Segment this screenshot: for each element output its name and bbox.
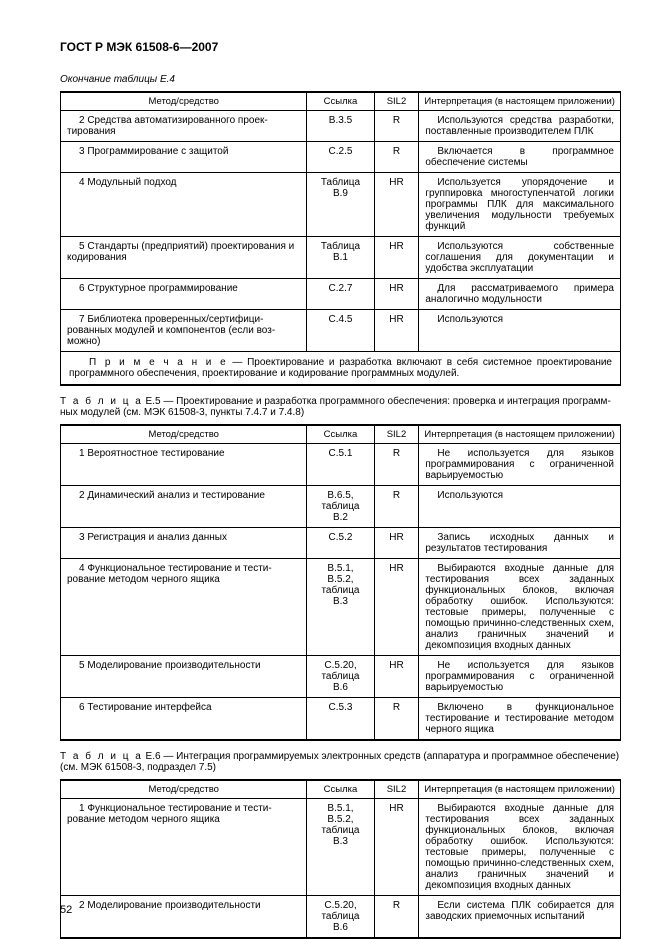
cell-ref: C.5.2: [307, 528, 374, 559]
cell-sil: HR: [374, 279, 419, 310]
cell-method: 3 Регистрация и анализ данных: [61, 528, 307, 559]
cell-sil: HR: [374, 656, 419, 698]
cell-ref: C.5.3: [307, 698, 374, 741]
table-row: 5 Моделирование производительностиC.5.20…: [61, 656, 621, 698]
cell-sil: R: [374, 698, 419, 741]
e5-caption-prefix: Т а б л и ц а: [60, 396, 143, 407]
table-row: 4 Модульный подходТаблица B.9HRИспользуе…: [61, 173, 621, 237]
table-e5: Метод/средство Ссылка SIL2 Интерпретация…: [60, 424, 621, 741]
doc-title: ГОСТ Р МЭК 61508-6—2007: [60, 40, 621, 54]
cell-sil: HR: [374, 237, 419, 279]
cell-sil: R: [374, 444, 419, 486]
cell-ref: B.5.1, B.5.2, таблица B.3: [307, 799, 374, 896]
header-method: Метод/средство: [61, 92, 307, 111]
cell-ref: C.4.5: [307, 310, 374, 352]
cell-ref: C.5.1: [307, 444, 374, 486]
header-sil: SIL2: [374, 780, 419, 799]
table-row: 3 Программирование с защитойC.2.5RВключа…: [61, 142, 621, 173]
cell-method: 2 Средства автоматизированного проек­тир…: [61, 111, 307, 142]
cell-ref: B.6.5, таблица B.2: [307, 486, 374, 528]
table-row: 2 Моделирование производительностиC.5.20…: [61, 896, 621, 939]
cell-interp: Включено в функциональное тестирова­ние …: [419, 698, 621, 741]
cell-interp: Не используется для языков программи­ров…: [419, 656, 621, 698]
cell-interp: Включается в программное обеспечение сис…: [419, 142, 621, 173]
table-row: 4 Функциональное тестирование и тести­ро…: [61, 559, 621, 656]
table-row: 6 Тестирование интерфейсаC.5.3RВключено …: [61, 698, 621, 741]
e6-caption: Т а б л и ц а Е.6 — Интеграция программи…: [60, 751, 621, 773]
cell-interp: Используются: [419, 486, 621, 528]
table-e4: Метод/средство Ссылка SIL2 Интерпретация…: [60, 91, 621, 386]
table-row: 2 Средства автоматизированного проек­тир…: [61, 111, 621, 142]
e6-caption-prefix: Т а б л и ц а: [60, 751, 143, 762]
cell-interp: Используются средства разработки, по­ста…: [419, 111, 621, 142]
cell-method: 4 Модульный подход: [61, 173, 307, 237]
cell-ref: C.2.7: [307, 279, 374, 310]
cell-interp: Для рассматриваемого примера анало­гично…: [419, 279, 621, 310]
header-method: Метод/средство: [61, 425, 307, 444]
cell-interp: Используются собственные соглашения для …: [419, 237, 621, 279]
e4-note-prefix: П р и м е ч а н и е: [89, 357, 228, 368]
table-e6: Метод/средство Ссылка SIL2 Интерпретация…: [60, 779, 621, 939]
cell-sil: R: [374, 896, 419, 939]
table-row: 1 Вероятностное тестированиеC.5.1RНе исп…: [61, 444, 621, 486]
cell-method: 4 Функциональное тестирование и тести­ро…: [61, 559, 307, 656]
cell-interp: Запись исходных данных и результатов тес…: [419, 528, 621, 559]
table-row: 2 Динамический анализ и тестированиеB.6.…: [61, 486, 621, 528]
e5-caption: Т а б л и ц а Е.5 — Проектирование и раз…: [60, 396, 621, 418]
table-row: 3 Регистрация и анализ данныхC.5.2HRЗапи…: [61, 528, 621, 559]
cell-method: 6 Структурное программирование: [61, 279, 307, 310]
header-ref: Ссылка: [307, 780, 374, 799]
cell-method: 5 Стандарты (предприятий) проектирова­ни…: [61, 237, 307, 279]
header-method: Метод/средство: [61, 780, 307, 799]
header-ref: Ссылка: [307, 425, 374, 444]
cell-sil: HR: [374, 310, 419, 352]
cell-method: 1 Функциональное тестирование и тести­ро…: [61, 799, 307, 896]
cell-sil: R: [374, 111, 419, 142]
cell-ref: B.5.1, B.5.2, таблица B.3: [307, 559, 374, 656]
cell-sil: HR: [374, 559, 419, 656]
cell-sil: HR: [374, 173, 419, 237]
table-row: 1 Функциональное тестирование и тести­ро…: [61, 799, 621, 896]
header-sil: SIL2: [374, 425, 419, 444]
header-ref: Ссылка: [307, 92, 374, 111]
cell-method: 3 Программирование с защитой: [61, 142, 307, 173]
cell-sil: HR: [374, 528, 419, 559]
header-interp: Интерпретация (в настоящем приложении): [419, 780, 621, 799]
cell-method: 5 Моделирование производительности: [61, 656, 307, 698]
cell-ref: B.3.5: [307, 111, 374, 142]
e6-caption-text: Е.6 — Интеграция программируемых электро…: [60, 751, 619, 773]
cell-ref: Таблица B.9: [307, 173, 374, 237]
cell-method: 7 Библиотека проверенных/сертифици­рован…: [61, 310, 307, 352]
header-sil: SIL2: [374, 92, 419, 111]
cell-interp: Используется упорядочение и группи­ровка…: [419, 173, 621, 237]
cell-method: 2 Моделирование производительности: [61, 896, 307, 939]
cell-sil: R: [374, 142, 419, 173]
header-interp: Интерпретация (в настоящем приложении): [419, 92, 621, 111]
e4-caption: Окончание таблицы Е.4: [60, 74, 621, 85]
table-row: 5 Стандарты (предприятий) проектирова­ни…: [61, 237, 621, 279]
cell-ref: C.2.5: [307, 142, 374, 173]
cell-interp: Выбираются входные данные для тести­рова…: [419, 559, 621, 656]
cell-ref: C.5.20, таблица B.6: [307, 656, 374, 698]
cell-method: 1 Вероятностное тестирование: [61, 444, 307, 486]
cell-sil: R: [374, 486, 419, 528]
cell-sil: HR: [374, 799, 419, 896]
cell-interp: Не используется для языков программи­ров…: [419, 444, 621, 486]
cell-method: 6 Тестирование интерфейса: [61, 698, 307, 741]
e5-caption-text: Е.5 — Проектирование и разработка програ…: [60, 396, 611, 418]
page-number: 52: [60, 904, 72, 916]
cell-interp: Выбираются входные данные для тести­рова…: [419, 799, 621, 896]
table-row: 7 Библиотека проверенных/сертифици­рован…: [61, 310, 621, 352]
cell-ref: C.5.20, таблица B.6: [307, 896, 374, 939]
cell-method: 2 Динамический анализ и тестирование: [61, 486, 307, 528]
e4-note-row: П р и м е ч а н и е — Проектирование и р…: [61, 352, 621, 386]
cell-interp: Если система ПЛК собирается для завод­ск…: [419, 896, 621, 939]
table-row: 6 Структурное программированиеC.2.7HRДля…: [61, 279, 621, 310]
cell-ref: Таблица B.1: [307, 237, 374, 279]
cell-interp: Используются: [419, 310, 621, 352]
header-interp: Интерпретация (в настоящем приложении): [419, 425, 621, 444]
